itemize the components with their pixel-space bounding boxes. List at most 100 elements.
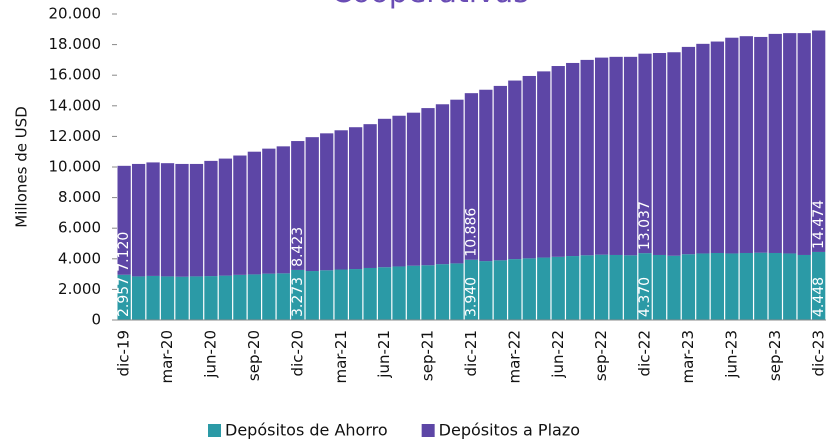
bar-segment	[305, 137, 319, 272]
bar-segment	[160, 163, 175, 277]
data-label: 14.474	[811, 200, 826, 249]
bar-segment	[233, 274, 247, 320]
x-tick-label: jun-22	[549, 330, 567, 379]
bar-segment	[580, 59, 594, 256]
bar-segment	[175, 163, 189, 277]
bar-segment	[464, 93, 479, 260]
bar-segment	[406, 265, 421, 320]
bar-segment	[406, 112, 421, 266]
bar-segment	[551, 256, 565, 320]
bar-segment	[160, 276, 175, 320]
bar-segment	[566, 256, 580, 320]
bar-segment	[696, 43, 710, 254]
y-tick-label: 18.000	[49, 35, 102, 53]
legend-swatch	[421, 424, 435, 437]
bar-segment	[349, 127, 363, 270]
bar-segment	[739, 36, 753, 253]
bar-segment	[696, 253, 710, 320]
data-label: 4.448	[811, 277, 826, 317]
bar-segment	[363, 267, 377, 320]
bar-segment	[667, 52, 681, 256]
bar-segment	[189, 163, 204, 277]
data-label: 3.273	[290, 277, 306, 317]
bar-segment	[262, 148, 276, 274]
bar-segment	[667, 255, 681, 320]
bar-segment	[754, 36, 768, 253]
bar-segment	[522, 258, 536, 320]
bar-segment	[247, 274, 261, 320]
x-tick-label: jun-21	[375, 330, 393, 379]
bar-segment	[204, 160, 218, 277]
bar-segment	[522, 75, 536, 259]
bar-segment	[363, 124, 377, 268]
bar-segment	[131, 163, 146, 277]
bar-segment	[435, 104, 450, 265]
bar-segment	[710, 252, 725, 320]
bar-segment	[768, 33, 782, 253]
x-tick-label: mar-22	[505, 330, 523, 384]
bar-segment	[464, 259, 479, 320]
legend-label: Depósitos de Ahorro	[225, 421, 388, 440]
bar-segment	[262, 273, 276, 320]
x-tick-label: dic-21	[462, 330, 480, 376]
bar-segment	[493, 260, 507, 320]
bar-segment	[247, 151, 261, 275]
y-tick-label: 16.000	[49, 66, 102, 84]
bar-segment	[812, 30, 826, 252]
bar-segment	[493, 85, 507, 261]
bar-segment	[754, 252, 768, 320]
bar-segment	[276, 146, 290, 274]
bar-segment	[783, 33, 797, 254]
bar-segment	[117, 274, 131, 320]
bar-segment	[377, 118, 392, 268]
bar-segment	[131, 276, 146, 320]
y-tick-label: 10.000	[49, 158, 102, 176]
bar-segment	[233, 155, 247, 275]
bar-segment	[392, 266, 406, 320]
x-tick-label: sep-22	[592, 330, 610, 381]
bar-segment	[710, 41, 725, 253]
data-label: 3.940	[464, 277, 480, 317]
data-label: 4.370	[637, 277, 653, 317]
x-tick-label: sep-23	[766, 330, 784, 381]
x-tick-label: jun-20	[202, 330, 220, 379]
data-label: 2.957	[116, 277, 132, 317]
bar-segment	[551, 66, 565, 257]
bar-segment	[334, 269, 348, 320]
bar-segment	[623, 255, 638, 320]
y-tick-label: 2.000	[58, 280, 101, 298]
bar-segment	[609, 56, 623, 255]
bar-segment	[797, 254, 811, 320]
bar-segment	[421, 108, 435, 266]
bar-segment	[566, 62, 580, 257]
data-label: 8.423	[290, 227, 306, 267]
bar-segment	[218, 275, 233, 320]
bar-segment	[479, 261, 493, 320]
x-tick-label: mar-20	[158, 330, 176, 384]
x-tick-label: mar-21	[332, 330, 350, 384]
bar-segment	[218, 158, 233, 276]
bar-segment	[435, 264, 450, 320]
bar-segment	[537, 257, 551, 320]
bar-segment	[725, 37, 739, 254]
bar-segment	[594, 57, 609, 255]
data-label: 13.037	[637, 201, 653, 250]
bar-segment	[725, 253, 739, 320]
x-tick-label: dic-23	[809, 330, 826, 376]
bar-segment	[537, 71, 551, 258]
data-label: 7.120	[116, 232, 132, 272]
bar-segment	[450, 99, 464, 264]
bar-segment	[334, 130, 348, 270]
bar-segment	[681, 254, 696, 320]
bar-segment	[146, 162, 160, 276]
bar-segment	[652, 254, 667, 320]
bar-segment	[681, 46, 696, 255]
bar-segment	[508, 259, 522, 320]
bar-segment	[768, 252, 782, 320]
bar-segment	[739, 252, 753, 320]
bar-segment	[450, 263, 464, 320]
y-tick-label: 4.000	[58, 249, 101, 267]
bar-segment	[594, 254, 609, 320]
bar-segment	[377, 267, 392, 320]
